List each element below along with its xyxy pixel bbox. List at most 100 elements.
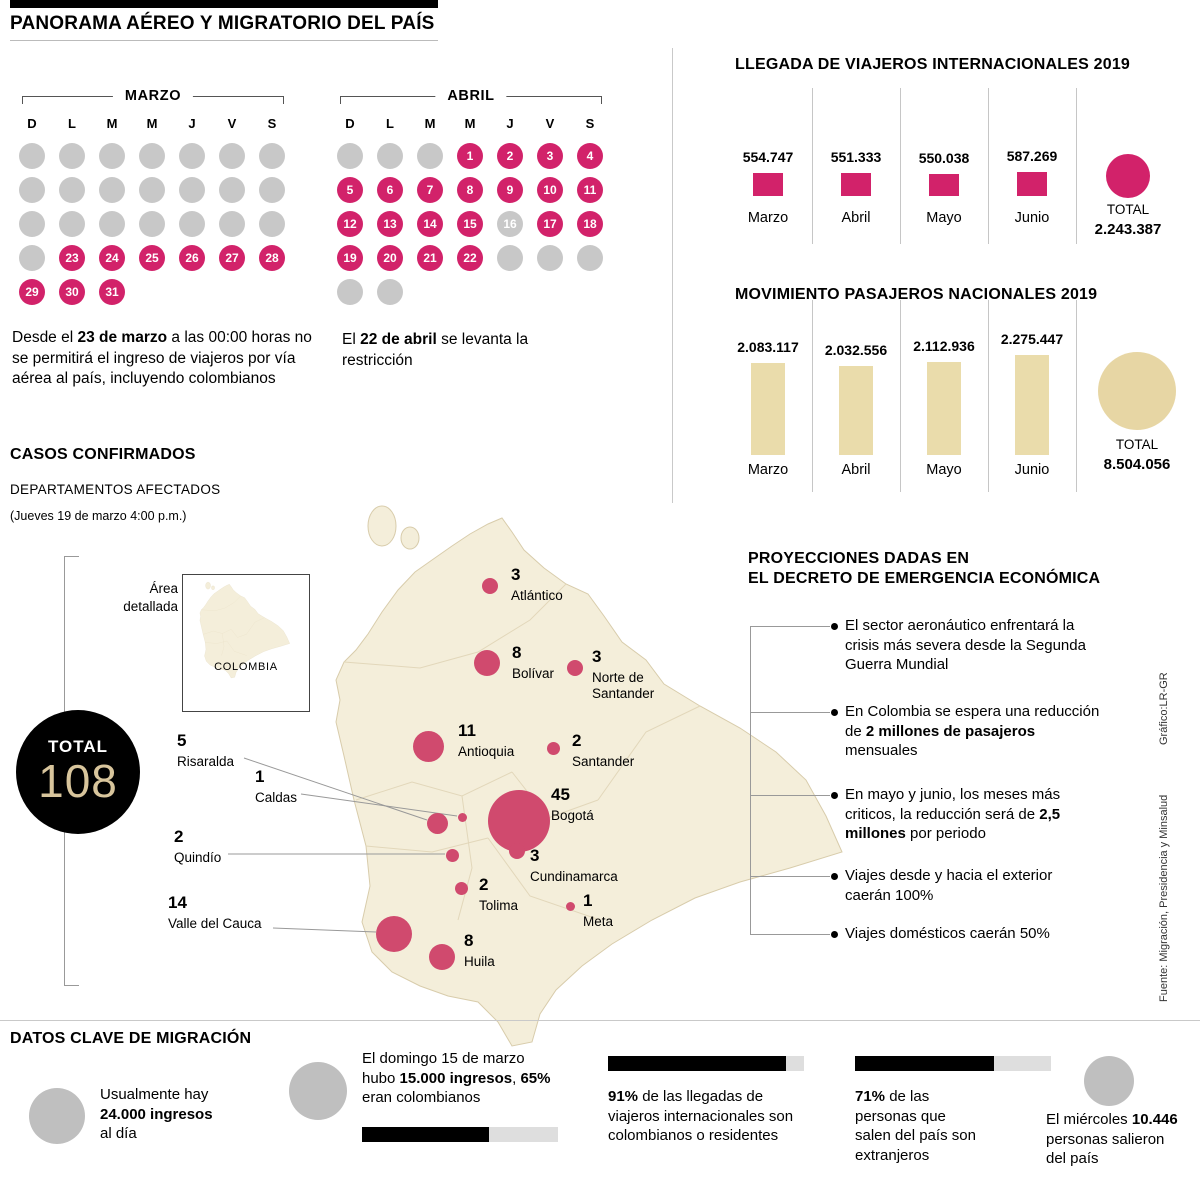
text-segment: El bbox=[342, 331, 361, 348]
calendar-cell bbox=[252, 275, 292, 309]
text-segment: El domingo 15 de marzo hubo bbox=[362, 1050, 525, 1087]
migration-item-text: El miércoles 10.446 personas salieron de… bbox=[1046, 1110, 1186, 1169]
calendar-cell: 23 bbox=[52, 241, 92, 275]
calendar-cell bbox=[252, 207, 292, 241]
calendar-day-header: S bbox=[585, 116, 595, 131]
calendar-day-header: M bbox=[146, 116, 158, 131]
calendar-day: 22 bbox=[457, 245, 483, 271]
projections-branch bbox=[750, 934, 830, 935]
calendar-day: 27 bbox=[219, 245, 245, 271]
migration-item-text: El domingo 15 de marzo hubo 15.000 ingre… bbox=[362, 1049, 552, 1108]
chart-separator bbox=[988, 88, 989, 244]
calendar-day: 28 bbox=[259, 245, 285, 271]
calendar-day bbox=[19, 245, 45, 271]
calendar-bracket: MARZO bbox=[22, 88, 284, 104]
calendar-cell: 12 bbox=[330, 207, 370, 241]
calendar-day: 25 bbox=[139, 245, 165, 271]
calendar-day bbox=[219, 143, 245, 169]
calendar-cell bbox=[92, 207, 132, 241]
projection-bullet: Viajes desde y hacia el exterior caerán … bbox=[831, 866, 1100, 905]
calendar-cell: 1 bbox=[450, 139, 490, 173]
chart-separator bbox=[1076, 300, 1077, 492]
calendar-day bbox=[179, 143, 205, 169]
text-segment: Viajes domésticos caerán 50% bbox=[845, 925, 1050, 942]
calendar-day bbox=[139, 143, 165, 169]
text-segment: 91% bbox=[608, 1088, 639, 1105]
calendar-day bbox=[179, 177, 205, 203]
calendar-cell: 2 bbox=[490, 139, 530, 173]
calendar-cell bbox=[490, 241, 530, 275]
calendar-cell bbox=[132, 173, 172, 207]
march-restriction-note: Desde el 23 de marzo a las 00:00 horas n… bbox=[12, 328, 322, 390]
calendar-cell bbox=[212, 207, 252, 241]
calendar-cell: 3 bbox=[530, 139, 570, 173]
calendar-cell: 6 bbox=[370, 173, 410, 207]
international-total-circle bbox=[1106, 154, 1150, 198]
calendar-cell bbox=[212, 173, 252, 207]
bar-value-label: 2.275.447 bbox=[1000, 331, 1064, 347]
calendar-cell: 27 bbox=[212, 241, 252, 275]
calendar-cell bbox=[370, 275, 410, 309]
calendar-day bbox=[337, 279, 363, 305]
total-cases-label: TOTAL bbox=[47, 737, 109, 756]
calendar-cell: 30 bbox=[52, 275, 92, 309]
text-segment: , bbox=[512, 1069, 521, 1087]
bar bbox=[927, 362, 961, 455]
calendar-grid: 23 24 25 26 27 28 29 30 31 bbox=[12, 139, 294, 309]
calendar-cell: 31 bbox=[92, 275, 132, 309]
bottom-divider bbox=[0, 1020, 1200, 1021]
calendar-day-header: S bbox=[267, 116, 277, 131]
calendar-cell bbox=[330, 275, 370, 309]
calendar-cell bbox=[132, 207, 172, 241]
calendar-day bbox=[139, 211, 165, 237]
text-segment: Desde el bbox=[12, 329, 78, 346]
text-segment: personas salieron del país bbox=[1046, 1130, 1165, 1168]
calendar-cell: 17 bbox=[530, 207, 570, 241]
percent-bar-91 bbox=[608, 1056, 804, 1071]
calendar-cell: 7 bbox=[410, 173, 450, 207]
calendar-day: 29 bbox=[19, 279, 45, 305]
calendar-day: 31 bbox=[99, 279, 125, 305]
calendar-day: 16 bbox=[497, 211, 523, 237]
calendar-cell: 11 bbox=[570, 173, 610, 207]
migration-circle-icon bbox=[289, 1062, 347, 1120]
projections-branch bbox=[750, 876, 830, 877]
section-divider bbox=[672, 48, 673, 503]
migration-item-text: 91% de las llegadas de viajeros internac… bbox=[608, 1087, 800, 1146]
detailed-area-label: Área detallada bbox=[123, 581, 178, 614]
calendar-day bbox=[99, 177, 125, 203]
calendar-cell bbox=[212, 139, 252, 173]
text-segment: 10.446 bbox=[1131, 1111, 1178, 1128]
calendar-day-header: J bbox=[506, 116, 514, 131]
text-segment: por periodo bbox=[905, 825, 986, 842]
calendar-cell: 29 bbox=[12, 275, 52, 309]
calendar-day: 21 bbox=[417, 245, 443, 271]
calendar-day bbox=[417, 143, 443, 169]
calendar-day bbox=[19, 143, 45, 169]
bar-value-label: 550.038 bbox=[918, 150, 970, 166]
calendar-cell bbox=[52, 139, 92, 173]
cases-timestamp: (Jueves 19 de marzo 4:00 p.m.) bbox=[10, 509, 187, 523]
calendar-cell bbox=[450, 275, 490, 309]
bar-value-label: 587.269 bbox=[1006, 148, 1058, 164]
calendar-cell: 25 bbox=[132, 241, 172, 275]
calendar-day: 3 bbox=[537, 143, 563, 169]
national-total-circle bbox=[1098, 352, 1176, 430]
bar bbox=[1017, 172, 1047, 196]
calendar-day bbox=[19, 211, 45, 237]
percent-bar-fill bbox=[608, 1056, 787, 1071]
calendar-cell bbox=[12, 173, 52, 207]
bar-value-label: 2.032.556 bbox=[824, 342, 888, 358]
chart-separator bbox=[988, 300, 989, 492]
title-accent-bar bbox=[10, 0, 438, 8]
bar bbox=[1015, 355, 1049, 455]
calendar-cell bbox=[172, 207, 212, 241]
calendar-cell bbox=[570, 275, 610, 309]
bar-category-label: Mayo bbox=[926, 462, 962, 478]
projection-bullet: El sector aeronáutico enfrentará la cris… bbox=[831, 616, 1100, 675]
bar bbox=[929, 174, 959, 196]
text-segment: 24.000 ingresos bbox=[100, 1105, 213, 1123]
april-restriction-note: El 22 de abril se levanta la restricción bbox=[342, 330, 577, 371]
text-segment: 2 millones de pasajeros bbox=[865, 722, 1036, 740]
